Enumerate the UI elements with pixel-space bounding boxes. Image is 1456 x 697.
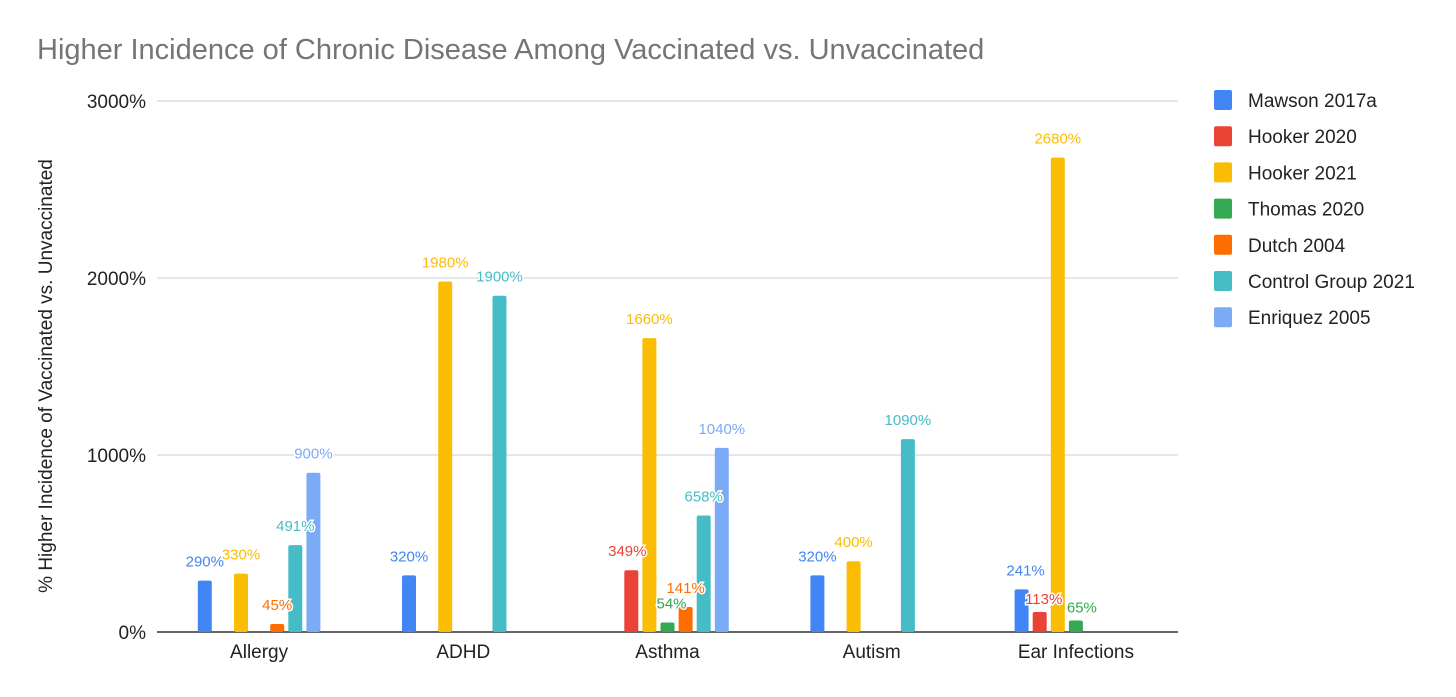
data-label: 241% [1006, 562, 1044, 579]
data-label: 320% [798, 548, 836, 565]
y-tick-label: 3000% [87, 92, 146, 113]
bar [696, 515, 711, 632]
bar [1068, 620, 1083, 632]
legend-swatch [1214, 307, 1232, 328]
x-tick-label: Ear Infections [1018, 642, 1134, 663]
y-axis-label: % Higher Incidence of Vaccinated vs. Unv… [36, 159, 57, 593]
bar [1050, 157, 1065, 632]
data-label: 491% [276, 518, 314, 535]
data-label: 1660% [626, 311, 673, 328]
bar [197, 580, 212, 632]
bar [402, 575, 416, 632]
legend-label: Hooker 2021 [1248, 163, 1357, 184]
y-tick-label: 2000% [87, 269, 146, 290]
data-label: 65% [1067, 599, 1097, 616]
bar [1014, 589, 1029, 632]
bar [438, 281, 453, 632]
data-label: 113% [1025, 591, 1062, 608]
bar [846, 561, 861, 632]
x-tick-label: Allergy [230, 642, 289, 663]
data-label: 45% [262, 597, 292, 614]
bar [270, 624, 285, 632]
data-label: 900% [294, 446, 332, 463]
legend-label: Mawson 2017a [1248, 91, 1377, 112]
y-axis-ticks: 0% 1000% 2000% 3000% [87, 92, 146, 644]
data-label: 1900% [476, 269, 523, 286]
bars [197, 157, 1083, 632]
y-tick-label: 1000% [87, 446, 146, 467]
bar [492, 295, 507, 632]
bar [306, 472, 321, 632]
data-label: 1980% [422, 255, 469, 272]
legend-swatch [1214, 234, 1232, 255]
chart-title: Higher Incidence of Chronic Disease Amon… [37, 34, 984, 66]
x-tick-label: ADHD [436, 642, 490, 663]
bar [900, 439, 915, 632]
bar [714, 447, 729, 632]
data-label: 290% [186, 554, 224, 571]
data-label: 349% [608, 543, 646, 560]
data-label: 1040% [698, 421, 745, 438]
legend-swatch [1214, 198, 1232, 219]
data-label: 320% [390, 548, 428, 565]
bar [642, 338, 657, 632]
legend-label: Thomas 2020 [1248, 200, 1364, 221]
x-tick-label: Autism [843, 642, 901, 663]
legend-swatch [1214, 90, 1232, 110]
data-label: 658% [685, 489, 723, 506]
x-tick-label: Asthma [635, 642, 700, 663]
bar [234, 573, 248, 632]
legend-swatch [1214, 271, 1232, 291]
data-label: 2680% [1034, 131, 1081, 148]
legend-label: Enriquez 2005 [1248, 308, 1371, 329]
bar [810, 575, 825, 632]
legend-swatch [1214, 126, 1232, 147]
data-label: 54% [656, 595, 686, 612]
legend-label: Dutch 2004 [1248, 236, 1346, 257]
legend-swatch [1214, 162, 1232, 183]
bar [1032, 611, 1047, 632]
data-label: 1090% [885, 412, 932, 429]
data-label: 141% [666, 580, 704, 597]
bar [288, 545, 303, 632]
legend-label: Control Group 2021 [1248, 272, 1415, 293]
x-axis-ticks: Allergy ADHD Asthma Autism Ear Infections [230, 642, 1134, 663]
data-label: 400% [834, 534, 872, 551]
data-label: 330% [222, 547, 260, 564]
legend: Mawson 2017a Hooker 2020 Hooker 2021 Thomas… [1214, 90, 1415, 329]
bar [660, 622, 675, 632]
legend-label: Hooker 2020 [1248, 127, 1357, 148]
data-labels: 290%330% 45% 491% 900% 320% 1980% 1900% 349% 166… [184, 129, 1098, 618]
y-tick-label: 0% [119, 623, 147, 644]
bar [624, 570, 639, 632]
bar [678, 607, 693, 632]
